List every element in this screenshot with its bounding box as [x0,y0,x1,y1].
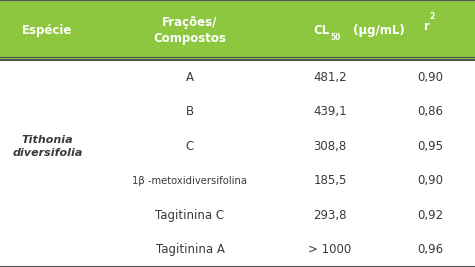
Text: Espécie: Espécie [22,23,73,37]
Text: CL: CL [314,23,330,37]
Text: 0,96: 0,96 [417,243,443,256]
Text: Tagitinina C: Tagitinina C [155,209,225,222]
Text: 0,90: 0,90 [417,174,443,187]
Text: r: r [424,20,430,33]
Text: (µg/mL): (µg/mL) [349,23,405,37]
Text: A: A [186,71,194,84]
Text: 481,2: 481,2 [314,71,347,84]
Text: 293,8: 293,8 [314,209,347,222]
Text: 50: 50 [330,33,341,42]
Text: Tagitinina A: Tagitinina A [156,243,224,256]
Text: 308,8: 308,8 [314,140,347,153]
Text: 0,90: 0,90 [417,71,443,84]
Text: 0,95: 0,95 [417,140,443,153]
Bar [0,0,475,60]
Text: 0,86: 0,86 [417,105,443,118]
Text: > 1000: > 1000 [308,243,352,256]
Text: Frações/
Compostos: Frações/ Compostos [153,15,227,45]
Text: C: C [186,140,194,153]
Text: Tithonia
diversifolia: Tithonia diversifolia [12,135,83,158]
Text: 1β -metoxidiversifolina: 1β -metoxidiversifolina [133,176,247,186]
Text: B: B [186,105,194,118]
Text: 0,92: 0,92 [417,209,443,222]
Text: 439,1: 439,1 [314,105,347,118]
Text: 2: 2 [430,12,435,21]
Text: 185,5: 185,5 [314,174,347,187]
